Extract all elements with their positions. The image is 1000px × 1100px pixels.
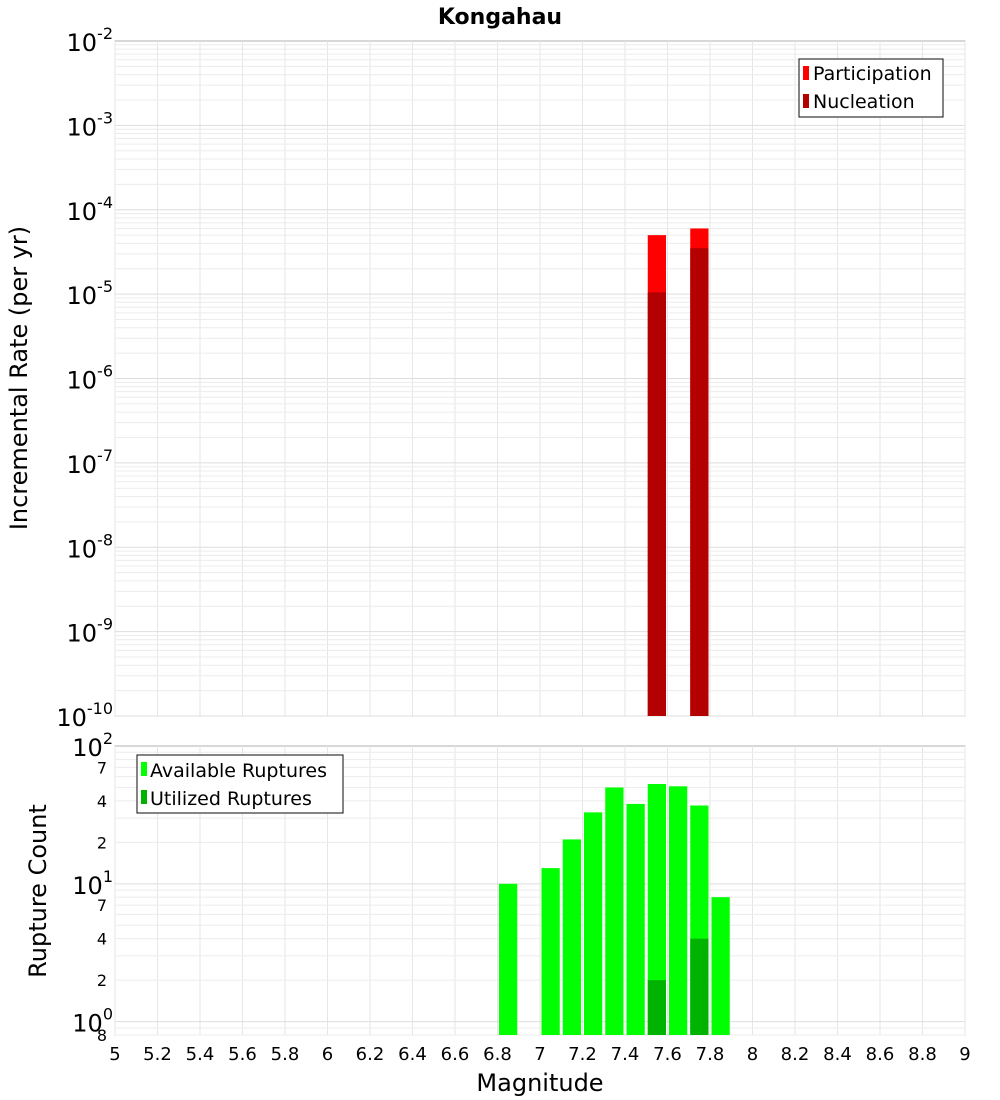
y-minor-tick-label: 7 [97, 758, 107, 777]
top-plot-y-ticks: 10-2 10-3 10-4 10-5 10-6 10-7 10-8 10-9 10-10 [56, 24, 113, 732]
x-tick-label: 9 [959, 1044, 970, 1065]
bar-available-ruptures [669, 786, 688, 1035]
x-tick-label: 5.4 [186, 1044, 215, 1065]
x-tick-label: 8 [747, 1044, 758, 1065]
bar-available-ruptures [584, 812, 603, 1035]
top-legend: Participation Nucleation [798, 58, 944, 118]
x-tick-label: 6.4 [398, 1044, 427, 1065]
bar-nucleation [690, 248, 709, 717]
x-tick-label: 7 [534, 1044, 545, 1065]
x-tick-label: 6.2 [356, 1044, 385, 1065]
legend-label-participation: Participation [813, 63, 932, 85]
legend-label-utilized-ruptures: Utilized Ruptures [150, 788, 312, 810]
y-tick-label: 102 [72, 729, 113, 762]
top-plot-y-label: Incremental Rate (per yr) [5, 226, 33, 530]
bar-available-ruptures [541, 868, 560, 1035]
legend-swatch-available-ruptures [141, 762, 147, 776]
legend-label-available-ruptures: Available Ruptures [150, 760, 327, 782]
x-axis-label: Magnitude [476, 1069, 603, 1097]
y-tick-label: 10-6 [67, 362, 114, 395]
x-tick-label: 7.2 [568, 1044, 597, 1065]
x-tick-label: 8.2 [781, 1044, 810, 1065]
x-tick-label: 5.8 [271, 1044, 300, 1065]
bottom-plot-x-ticks: 5 5.2 5.4 5.6 5.8 6 6.2 6.4 6.6 6.8 7 7.2 7.4 7.6 7.8 8… [109, 1044, 970, 1065]
bottom-plot-grid [114, 746, 966, 1036]
y-tick-label: 101 [72, 867, 113, 900]
x-tick-label: 5.6 [228, 1044, 257, 1065]
x-tick-label: 8.8 [908, 1044, 937, 1065]
chart-title: Kongahau [438, 5, 562, 30]
top-plot-bars [647, 228, 709, 717]
top-plot-grid [114, 41, 966, 717]
x-tick-label: 7.6 [653, 1044, 682, 1065]
bottom-plot-y-label: Rupture Count [24, 804, 52, 978]
bar-available-ruptures [711, 897, 730, 1035]
y-tick-label: 10-8 [67, 530, 114, 563]
bar-available-ruptures [647, 784, 666, 1035]
y-tick-label: 10-3 [67, 108, 114, 141]
y-tick-label: 10-7 [67, 446, 114, 479]
bar-available-ruptures [499, 883, 518, 1035]
y-minor-tick-label: 2 [97, 971, 107, 990]
top-legend-box [798, 58, 944, 118]
legend-swatch-nucleation [803, 94, 809, 108]
legend-label-nucleation: Nucleation [813, 91, 915, 113]
bottom-plot-bars [499, 784, 730, 1035]
y-minor-tick-label: 8 [97, 1026, 107, 1045]
y-minor-tick-label: 4 [97, 930, 107, 949]
y-tick-label: 10-5 [67, 277, 114, 310]
x-tick-label: 6.6 [441, 1044, 470, 1065]
legend-swatch-utilized-ruptures [141, 790, 147, 804]
x-tick-label: 7.8 [696, 1044, 725, 1065]
y-minor-tick-label: 7 [97, 896, 107, 915]
y-tick-label: 10-4 [67, 193, 114, 226]
top-plot: 10-2 10-3 10-4 10-5 10-6 10-7 10-8 10-9 10-10 In… [5, 24, 966, 732]
y-tick-label: 100 [72, 1005, 113, 1038]
x-tick-label: 5 [109, 1044, 120, 1065]
x-tick-label: 7.4 [611, 1044, 640, 1065]
bar-available-ruptures [626, 803, 645, 1035]
bar-utilized-ruptures [647, 980, 666, 1035]
legend-swatch-participation [803, 66, 809, 80]
x-tick-label: 5.2 [143, 1044, 172, 1065]
bar-available-ruptures [562, 839, 581, 1035]
x-tick-label: 8.4 [823, 1044, 852, 1065]
y-tick-label: 10-2 [67, 24, 114, 57]
y-tick-label: 10-10 [56, 699, 113, 732]
y-tick-label: 10-9 [67, 615, 114, 648]
bar-utilized-ruptures [690, 938, 709, 1035]
x-tick-label: 6 [322, 1044, 333, 1065]
bottom-legend-box [136, 754, 344, 814]
bar-available-ruptures [605, 787, 624, 1035]
x-tick-label: 6.8 [483, 1044, 512, 1065]
bottom-legend: Available Ruptures Utilized Ruptures [136, 754, 344, 814]
bar-nucleation [647, 292, 666, 716]
y-minor-tick-label: 4 [97, 792, 107, 811]
y-minor-tick-label: 2 [97, 833, 107, 852]
x-tick-label: 8.6 [866, 1044, 895, 1065]
